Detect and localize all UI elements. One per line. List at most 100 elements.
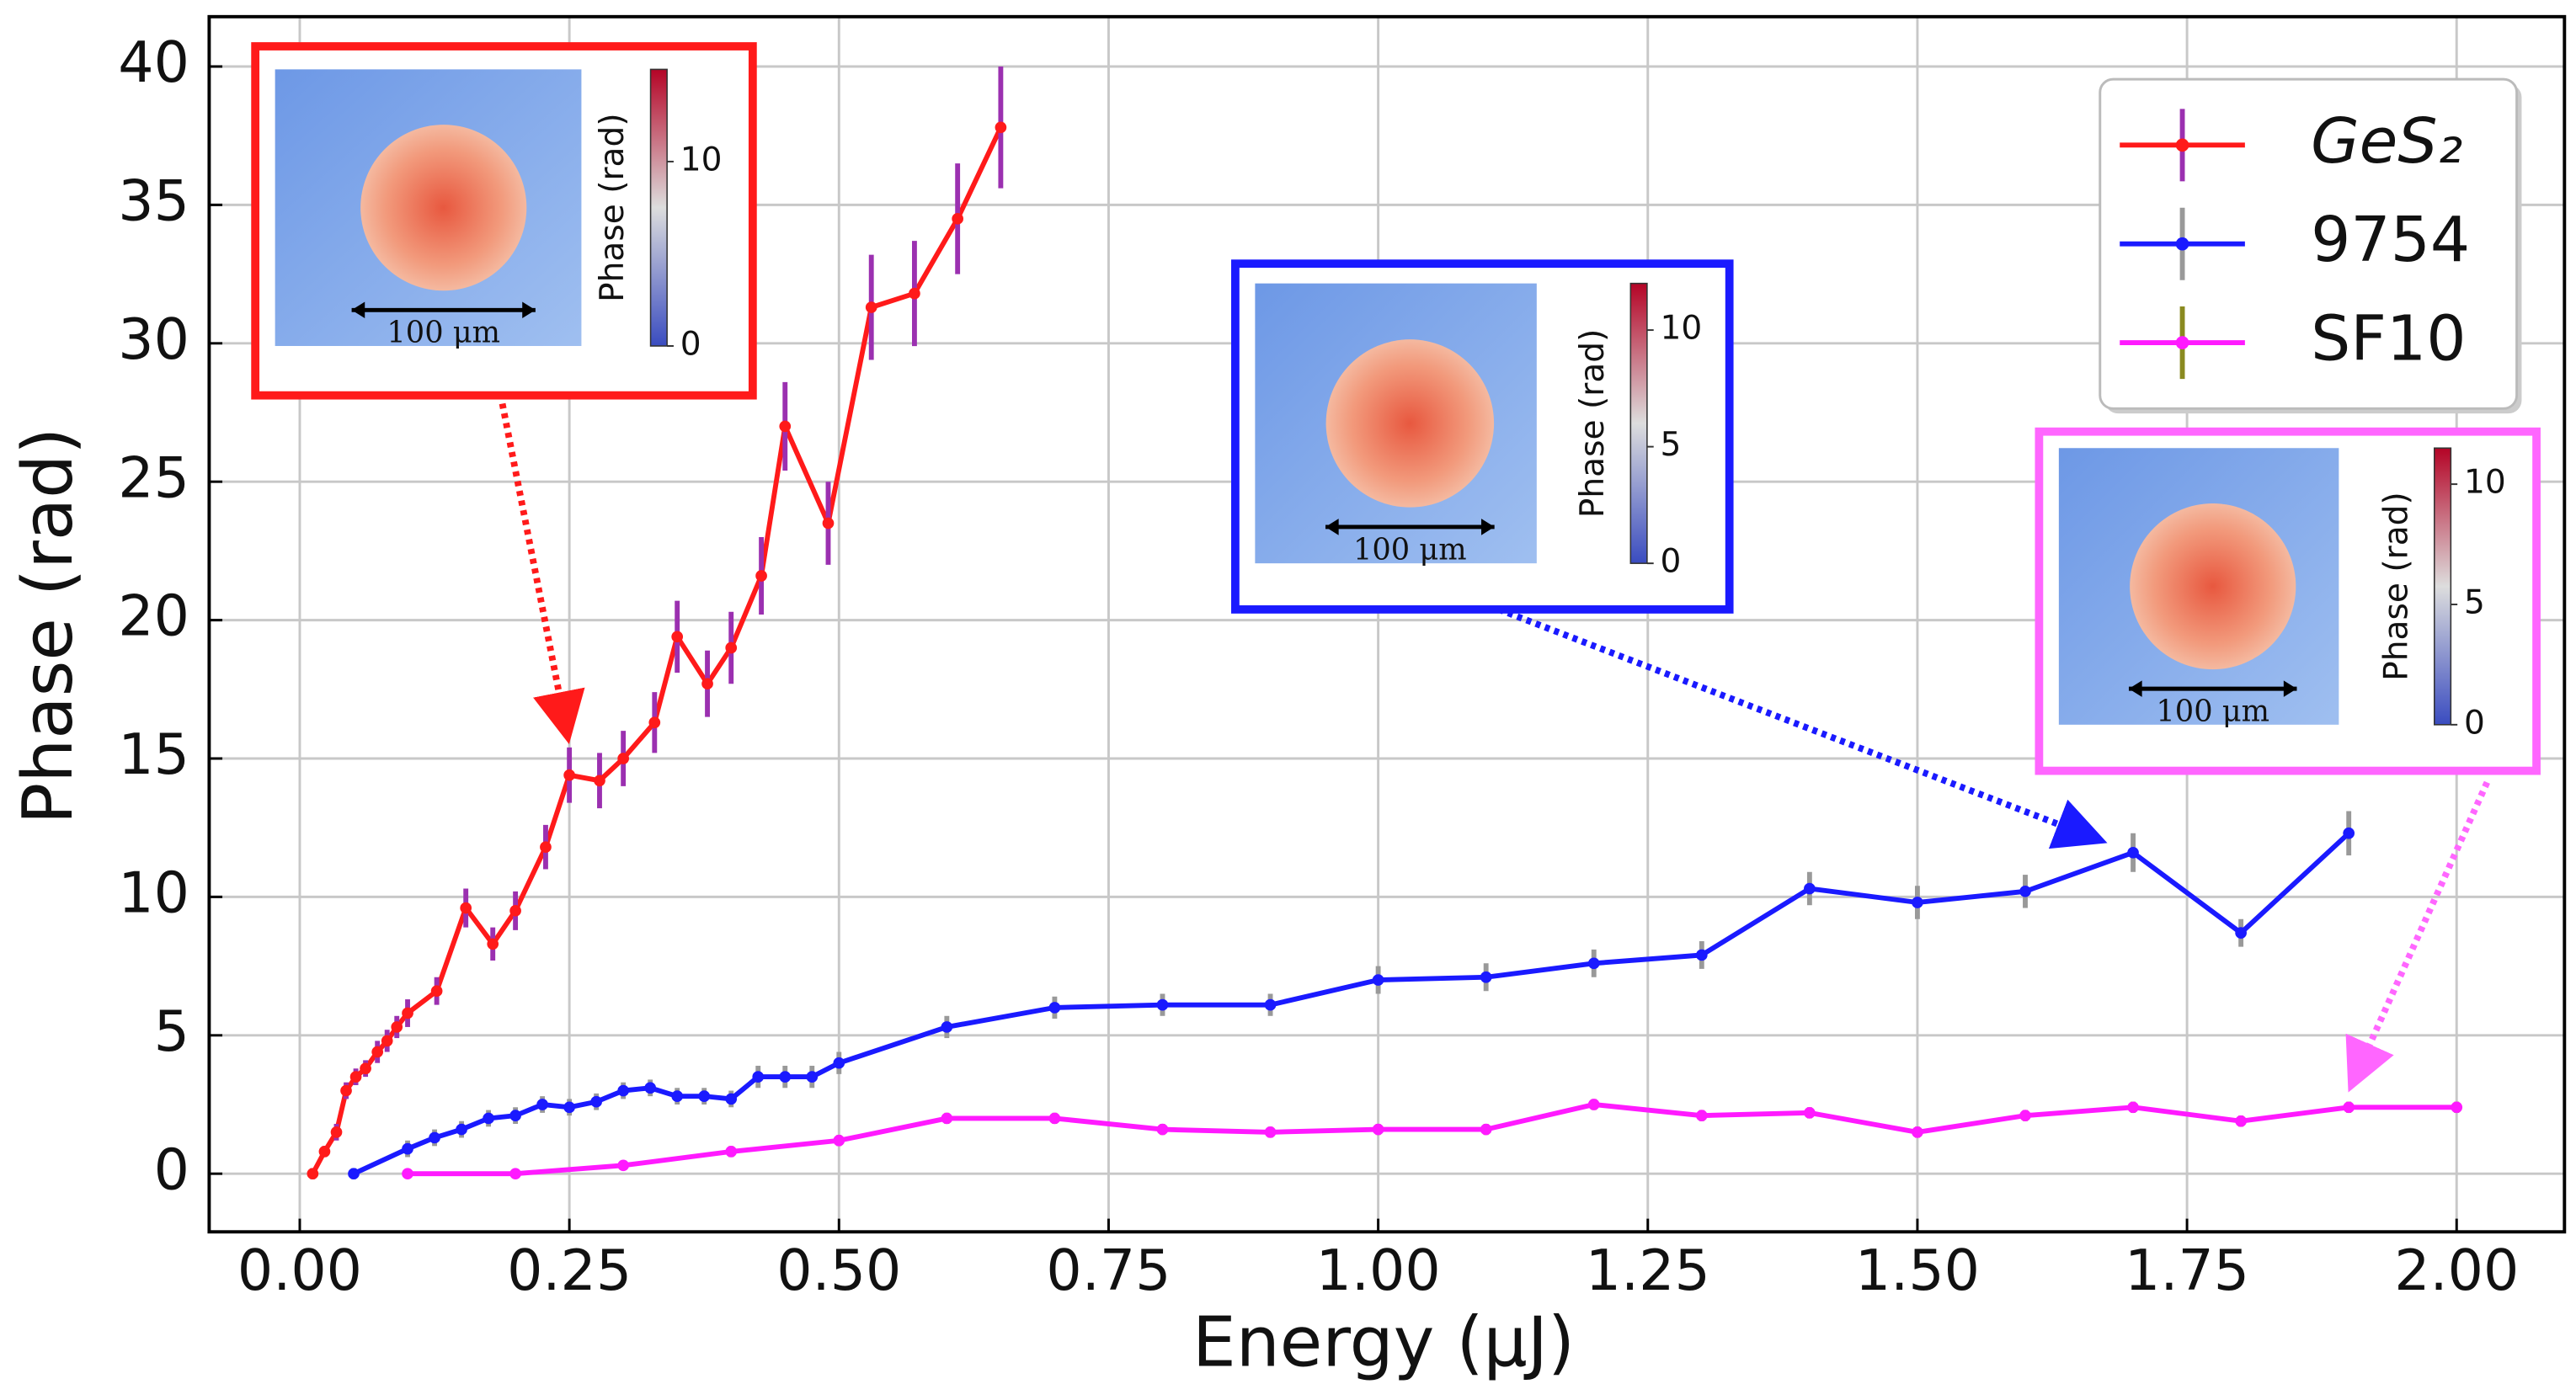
data-point [1156,1123,1169,1136]
x-tick-label: 1.00 [1316,1238,1441,1303]
inset-spot [1325,339,1495,508]
overlays: GeS₂ 9754 SF10 100 μm 0 10 Phase (rad) 100 μm 0 5… [251,42,2541,775]
data-point [594,775,605,787]
scale-label: 100 μm [1353,532,1467,567]
data-point [617,1159,630,1172]
data-point [1480,1123,1492,1136]
data-point [340,1084,352,1097]
data-point [2019,1110,2031,1121]
data-point [381,1035,393,1047]
legend-swatch [2175,336,2189,349]
data-point [1587,957,1600,970]
data-point [909,287,920,300]
y-tick-label: 5 [154,998,189,1064]
data-point [779,420,792,433]
inset-spot [360,125,527,291]
legend-label: GeS₂ [2311,104,2462,178]
x-tick-label: 0.00 [237,1238,362,1303]
x-axis-label: Energy (μJ) [1192,1303,1575,1383]
colorbar-tick-label: 0 [2464,704,2485,742]
data-point [2235,1115,2247,1127]
data-point [487,938,499,950]
data-point [1695,949,1708,961]
x-tick-label: 0.50 [776,1238,901,1303]
data-point [402,1168,413,1180]
data-point [1695,1110,1708,1121]
data-point [701,678,713,690]
data-point [1372,974,1384,986]
arrow [1497,606,2108,849]
data-point [509,904,521,917]
data-point [725,641,738,654]
legend-swatch [2175,237,2189,251]
data-point [779,1071,792,1083]
data-point [806,1071,819,1083]
data-point [617,753,630,764]
data-point [2127,1101,2139,1114]
colorbar-tick-label: 10 [2464,464,2506,502]
y-tick-label: 25 [118,444,189,510]
series-line [408,1102,2457,1177]
scale-label: 100 μm [2156,694,2269,728]
data-point [1156,998,1169,1011]
data-point [698,1090,711,1102]
data-point [1912,897,1923,908]
data-point [2235,927,2247,939]
data-point [941,1021,953,1033]
data-point [360,1062,371,1075]
data-point [430,985,443,998]
data-point [330,1126,343,1138]
data-point [2019,885,2031,897]
data-point [1264,998,1277,1011]
y-tick-label: 15 [118,721,189,787]
colorbar-tick-label: 0 [1661,543,1682,581]
data-point [865,301,877,313]
data-point [1048,1112,1061,1125]
data-point [307,1168,319,1180]
data-point [1587,1099,1600,1110]
x-tick-label: 2.00 [2394,1238,2519,1303]
data-point [1372,1123,1384,1136]
data-point [644,1082,657,1094]
data-point [391,1021,403,1033]
data-point [1048,1002,1061,1014]
y-tick-label: 0 [154,1137,189,1202]
data-point [460,902,472,914]
data-point [563,1101,575,1114]
data-point [1804,1107,1816,1119]
data-point [371,1046,384,1058]
colorbar-label: Phase (rad) [1574,329,1612,519]
legend-label: 9754 [2311,203,2470,276]
data-point [1264,1126,1277,1138]
y-tick-label: 40 [118,29,189,95]
colorbar-tick-label: 0 [680,325,701,363]
x-tick-label: 0.25 [507,1238,632,1303]
data-point [2343,827,2355,839]
data-point [2343,1101,2355,1114]
data-point [563,769,575,781]
data-point [349,1071,362,1083]
data-point [456,1123,467,1136]
data-point [648,716,661,729]
data-point [483,1112,494,1125]
data-point [402,1142,413,1155]
colorbar [649,68,668,347]
data-point [671,1090,684,1102]
y-tick-label: 10 [118,860,189,925]
colorbar [2434,447,2452,726]
x-tick-label: 0.75 [1046,1238,1171,1303]
data-point [348,1168,360,1180]
y-tick-label: 20 [118,583,189,649]
legend-label: SF10 [2311,302,2466,375]
data-point [752,1071,765,1083]
colorbar-tick-label: 10 [680,141,723,178]
y-tick-label: 35 [118,168,189,233]
data-point [402,1007,413,1019]
data-point [318,1146,331,1158]
x-tick-label: 1.75 [2125,1238,2249,1303]
y-tick-label: 30 [118,306,189,372]
x-tick-label: 1.50 [1855,1238,1980,1303]
data-point [540,841,552,854]
data-point [952,212,964,225]
